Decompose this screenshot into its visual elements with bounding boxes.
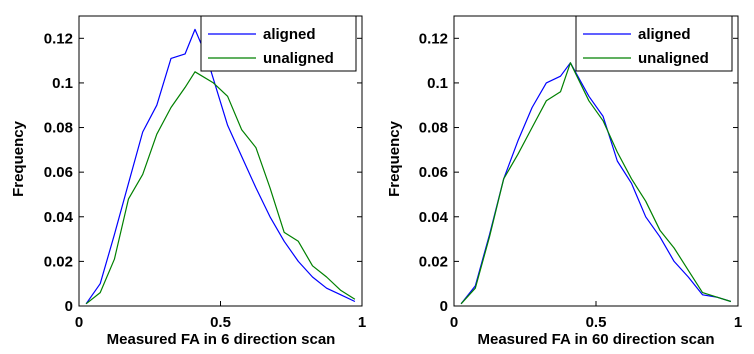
left-chart-ytick-label: 0.08	[44, 120, 73, 137]
left-chart-ytick-label: 0.12	[44, 30, 73, 47]
left-chart-legend: aligned unaligned	[200, 15, 357, 72]
right-chart-ytick-label: 0.1	[427, 75, 448, 92]
left-chart-ytick-label: 0.04	[44, 209, 74, 226]
left-chart-ytick-label: 0	[65, 298, 73, 315]
right-chart-ytick-label: 0	[440, 298, 448, 315]
left-chart-ytick-label: 0.1	[52, 75, 73, 92]
left-chart-series-aligned-line	[85, 28, 356, 305]
left-chart-xlabel: Measured FA in 6 direction scan	[107, 331, 336, 348]
right-chart-ytick-label: 0.12	[419, 30, 448, 47]
right-chart-legend: aligned unaligned	[575, 15, 733, 72]
left-chart-xtick-label: 0.5	[210, 314, 231, 331]
right-chart-legend-box	[575, 15, 733, 72]
right-chart-ytick-label: 0.08	[419, 120, 448, 137]
left-chart-ylabel: Frequency	[10, 120, 27, 197]
right-chart-xtick-label: 0.5	[586, 314, 607, 331]
right-chart-legend-unaligned-label: unaligned	[638, 50, 709, 67]
right-chart-ylabel: Frequency	[386, 120, 403, 197]
left-chart-xtick-label: 1	[358, 314, 366, 331]
left-chart-plot-area: 0 0.02 0.04 0.06 0.08 0.1 0.12 0 0.5 1	[44, 15, 366, 331]
right-chart-ytick-label: 0.04	[419, 209, 449, 226]
left-chart-ytick-label: 0.06	[44, 164, 73, 181]
left-chart-legend-box	[200, 15, 357, 72]
right-chart-ytick-label: 0.02	[419, 253, 448, 270]
left-chart-ytick-label: 0.02	[44, 253, 73, 270]
right-chart-panel: Frequency Measured FA in 60 direction sc…	[386, 15, 742, 348]
right-chart-series-unaligned-line	[460, 62, 732, 305]
left-chart-legend-unaligned-label: unaligned	[263, 50, 334, 67]
right-chart-xlabel: Measured FA in 60 direction scan	[477, 331, 714, 348]
right-chart-legend-aligned-label: aligned	[638, 26, 691, 43]
right-chart-xtick-label: 0	[450, 314, 458, 331]
right-chart-ytick-label: 0.06	[419, 164, 448, 181]
left-chart-xtick-label: 0	[75, 314, 83, 331]
right-chart-xtick-label: 1	[734, 314, 742, 331]
left-chart-panel: Frequency Measured FA in 6 direction sca…	[10, 15, 366, 348]
right-chart-series-aligned-line	[460, 62, 732, 305]
left-chart-series-unaligned-line	[85, 71, 356, 305]
left-chart-legend-aligned-label: aligned	[263, 26, 316, 43]
